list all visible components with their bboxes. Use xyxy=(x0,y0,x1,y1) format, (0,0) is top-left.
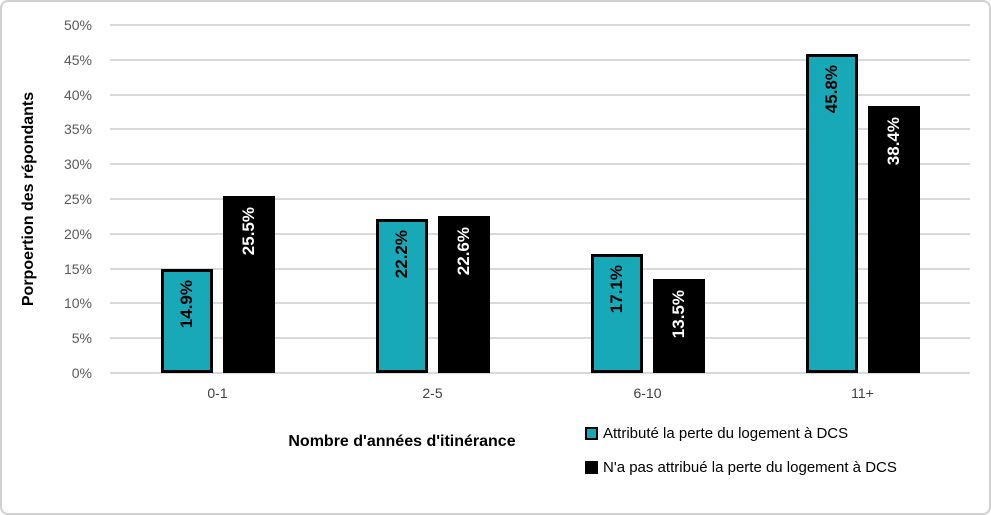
bar-value-label: 22.6% xyxy=(454,226,473,275)
gridline xyxy=(110,337,970,340)
bar-value-label: 22.2% xyxy=(392,229,411,278)
bar: 22.6% xyxy=(437,215,490,373)
bar: 13.5% xyxy=(652,279,705,373)
y-tick-label: 40% xyxy=(63,86,92,103)
y-tick-label: 25% xyxy=(63,191,92,207)
plot-area: 0% 5% 10% 15% 20% 25% 30% 35% 40% 45% 50% 14.9% 25.5… xyxy=(64,18,970,401)
y-tick-label: 5% xyxy=(71,330,92,347)
gridline xyxy=(110,372,970,374)
y-tick-label: 0% xyxy=(71,365,92,381)
legend-marker-icon xyxy=(585,427,598,440)
y-tick-label: 20% xyxy=(63,225,92,242)
y-tick-label: 10% xyxy=(63,295,92,312)
legend-label: N'a pas attribué la perte du logement à … xyxy=(603,459,897,476)
legend-item: Attributé la perte du logement à DCS xyxy=(585,425,897,442)
bar: 22.2% xyxy=(375,218,428,373)
gridline xyxy=(110,163,970,166)
gridline xyxy=(110,302,970,305)
y-tick-label: 35% xyxy=(63,121,92,138)
y-tick-label: 45% xyxy=(63,51,92,68)
legend-marker-icon xyxy=(585,461,598,474)
category-label: 6-10 xyxy=(633,385,662,401)
y-tick-label: 15% xyxy=(63,260,92,277)
bar-value-label: 17.1% xyxy=(607,264,626,314)
y-tick-label: 30% xyxy=(63,156,92,173)
bar-value-label: 38.4% xyxy=(884,116,903,165)
bar: 14.9% xyxy=(160,269,213,373)
x-axis-title: Nombre d'années d'itinérance xyxy=(288,433,516,450)
bar: 38.4% xyxy=(867,105,920,373)
category-label: 11+ xyxy=(851,385,874,401)
gridline xyxy=(110,198,970,200)
category-label: 0-1 xyxy=(207,385,228,401)
gridline xyxy=(110,58,970,61)
legend-label: Attributé la perte du logement à DCS xyxy=(603,425,849,442)
bar: 17.1% xyxy=(590,253,643,373)
gridline xyxy=(110,267,970,270)
bar-value-label: 45.8% xyxy=(822,65,841,114)
gridline xyxy=(110,93,970,96)
gridline xyxy=(110,24,970,26)
y-tick-label: 50% xyxy=(63,17,92,33)
bar-value-label: 13.5% xyxy=(669,290,688,339)
bar-value-label: 14.9% xyxy=(177,280,196,329)
category-label: 2-5 xyxy=(422,385,443,401)
legend: Attributé la perte du logement à DCS N'a … xyxy=(585,425,897,476)
bar: 45.8% xyxy=(805,54,858,373)
bar: 25.5% xyxy=(222,195,275,373)
gridline xyxy=(110,128,970,131)
bar-value-label: 25.5% xyxy=(239,206,258,255)
legend-item: N'a pas attribué la perte du logement à … xyxy=(585,459,897,476)
gridline xyxy=(110,232,970,235)
